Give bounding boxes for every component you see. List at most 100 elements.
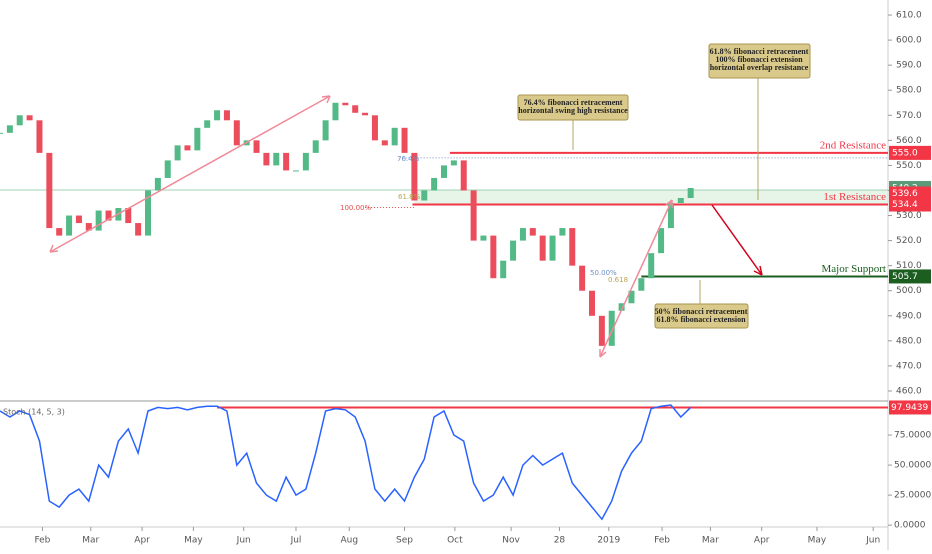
candle	[16, 115, 23, 126]
candle	[174, 145, 181, 161]
candle	[529, 228, 536, 236]
candle	[618, 303, 625, 311]
callout-text: 61.8% fibonacci extension	[656, 315, 746, 324]
candle	[125, 208, 132, 224]
candle	[273, 152, 280, 166]
projection-arrow	[711, 204, 763, 276]
indicator-title: Stoch (14, 5, 3)	[3, 408, 65, 417]
candle	[579, 265, 586, 291]
x-tick-label: Apr	[134, 536, 150, 546]
x-tick-label: Jun	[865, 536, 880, 546]
y-tick-label: 550.0	[896, 161, 922, 171]
candle	[362, 112, 369, 116]
price-badge-label: 534.4	[892, 200, 918, 210]
x-tick-label: Mar	[82, 536, 99, 546]
fib-label: 76.4%	[397, 155, 420, 163]
candle	[381, 140, 388, 146]
x-tick-label: Mar	[702, 536, 719, 546]
price-badge-label: 539.6	[892, 189, 918, 199]
callout-box	[517, 94, 629, 121]
candle	[223, 110, 230, 121]
candle	[677, 197, 684, 204]
y-tick-label: 560.0	[896, 136, 922, 146]
y-tick-label: 490.0	[896, 311, 922, 321]
candle	[263, 152, 270, 166]
callout-text: horizontal overlap resistance	[710, 63, 809, 72]
candle	[253, 140, 260, 153]
candle	[450, 160, 457, 166]
candle	[608, 310, 615, 346]
y-tick-label: 25.0000	[894, 491, 931, 501]
candle	[85, 223, 92, 231]
fib-label: 0.618	[608, 276, 628, 284]
price-badge-label: 555.0	[892, 148, 918, 158]
level-name: 1st Resistance	[823, 191, 886, 203]
candle	[46, 152, 53, 229]
x-tick-label: Feb	[34, 536, 50, 546]
x-tick-label: 2019	[597, 536, 620, 546]
candle	[322, 120, 329, 141]
callout-pointer	[572, 78, 759, 305]
y-tick-label: 500.0	[896, 286, 922, 296]
callout-box	[654, 303, 749, 329]
candle	[431, 177, 438, 191]
candle	[549, 235, 556, 261]
candle	[105, 210, 112, 221]
callout-text: 50% fibonacci retracement	[655, 307, 748, 316]
arrow-head	[49, 95, 331, 253]
y-tick-label: 470.0	[896, 361, 922, 371]
x-tick-label: Aug	[340, 536, 358, 546]
candle	[352, 105, 359, 113]
x-tick-label: Feb	[654, 536, 670, 546]
level-name: 2nd Resistance	[820, 139, 886, 151]
y-tick-label: 510.0	[896, 261, 922, 271]
candle	[460, 160, 467, 191]
y-tick-label: 600.0	[896, 36, 922, 46]
candle	[539, 235, 546, 261]
x-tick-label: Jul	[290, 536, 302, 546]
x-tick-label: May	[184, 536, 203, 546]
trend-arrow	[599, 199, 673, 358]
resistance-zone	[414, 189, 888, 205]
y-tick-label: 570.0	[896, 111, 922, 121]
candle	[56, 228, 63, 236]
fib-label: 61.8%	[398, 193, 421, 201]
candle	[648, 253, 655, 279]
candle	[66, 215, 73, 236]
candle	[658, 228, 665, 254]
candle	[441, 165, 447, 178]
y-tick-label: 460.0	[896, 386, 922, 396]
level-badge	[889, 400, 931, 415]
trend-arrow	[49, 95, 331, 253]
candle	[95, 210, 102, 231]
candle	[569, 228, 576, 266]
candle	[628, 290, 635, 304]
candle	[371, 115, 378, 141]
y-tick-label: 520.0	[896, 236, 922, 246]
candle	[342, 102, 349, 106]
candle	[214, 110, 221, 121]
y-tick-label: 530.0	[896, 211, 922, 221]
price-badge	[889, 197, 931, 212]
x-tick-label: Sep	[396, 536, 413, 546]
candle	[135, 223, 142, 236]
price-badge	[889, 269, 931, 284]
callout-text: 100% fibonacci extension	[715, 55, 803, 64]
candle	[184, 145, 191, 151]
y-tick-label: 590.0	[896, 61, 922, 71]
x-tick-label: Apr	[754, 536, 770, 546]
candle	[421, 190, 428, 201]
level-name: Major Support	[822, 263, 886, 275]
y-tick-label: 50.0000	[894, 461, 931, 471]
candle	[145, 190, 151, 236]
candle	[312, 140, 319, 153]
candle	[411, 152, 418, 201]
y-tick-label: 610.0	[896, 11, 922, 21]
y-tick-label: 0.0000	[894, 521, 926, 531]
candle	[500, 260, 507, 279]
candle	[490, 235, 497, 279]
callout-text: 61.8% fibonacci retracement	[710, 47, 809, 56]
fib-label: 100.00%	[340, 204, 371, 212]
level-badge-label: 97.9439	[891, 403, 928, 413]
candle	[75, 215, 82, 224]
